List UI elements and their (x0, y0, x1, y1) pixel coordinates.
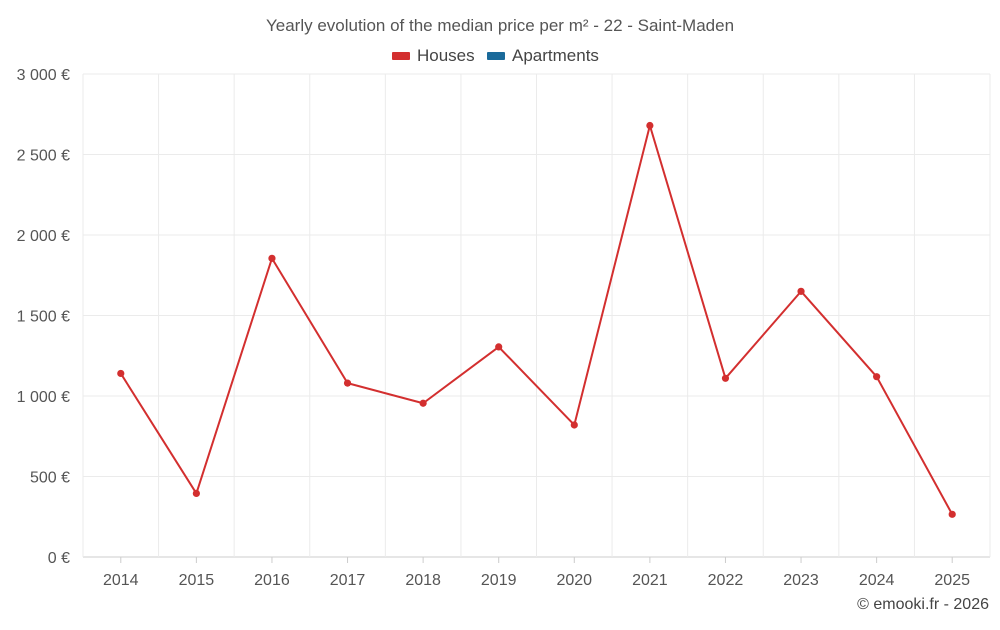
data-point-houses-2020[interactable] (570, 421, 578, 429)
y-tick-label: 1 500 € (17, 309, 70, 326)
data-point-houses-2017[interactable] (343, 379, 352, 387)
y-tick-label: 2 500 € (17, 148, 70, 165)
x-tick-label: 2020 (556, 572, 592, 589)
data-point-houses-2024[interactable] (873, 373, 881, 381)
data-point-houses-2018[interactable] (419, 399, 427, 407)
y-tick-label: 2 000 € (17, 228, 70, 245)
x-tick-label: 2015 (179, 572, 215, 589)
legend: Houses Apartments (392, 46, 599, 65)
x-tick-label: 2018 (405, 572, 441, 589)
x-tick-label: 2016 (254, 572, 290, 589)
x-tick-label: 2014 (103, 572, 139, 589)
data-point-houses-2022[interactable] (721, 374, 730, 382)
y-tick-label: 1 000 € (17, 389, 70, 406)
data-point-houses-2014[interactable] (117, 369, 125, 378)
data-point-houses-2016[interactable] (268, 254, 276, 262)
x-tick-label: 2017 (330, 572, 366, 589)
x-tick-label: 2023 (783, 572, 819, 589)
grid (82, 73, 991, 558)
chart-title: Yearly evolution of the median price per… (266, 16, 734, 35)
y-axis: 0 € 500 € 1 000 € 1 500 € 2 000 € 2 500 € 3 00… (17, 67, 70, 567)
credit-text: © emooki.fr - 2026 (857, 596, 989, 613)
series-line-houses (119, 124, 954, 515)
y-tick-label: 500 € (30, 470, 70, 487)
x-tick-label: 2021 (632, 572, 668, 589)
legend-item-houses[interactable]: Houses (392, 46, 475, 65)
x-tick-label: 2025 (934, 572, 970, 589)
x-tick-label: 2019 (481, 572, 517, 589)
y-tick-label: 0 € (48, 550, 70, 567)
data-point-houses-2021[interactable] (646, 121, 654, 130)
data-point-houses-2025[interactable] (948, 510, 956, 518)
series (117, 121, 956, 518)
y-tick-label: 3 000 € (17, 67, 70, 84)
data-point-houses-2019[interactable] (495, 343, 503, 351)
legend-item-apartments[interactable]: Apartments (487, 46, 599, 65)
x-axis: 2014 2015 2016 2017 2018 2019 2020 2021 2022 2023… (103, 557, 970, 589)
x-tick-label: 2022 (708, 572, 744, 589)
legend-swatch-houses (392, 52, 410, 60)
legend-label-apartments: Apartments (512, 46, 599, 65)
legend-label-houses: Houses (417, 46, 475, 65)
data-point-houses-2023[interactable] (797, 287, 805, 295)
x-tick-label: 2024 (859, 572, 895, 589)
legend-swatch-apartments (487, 52, 505, 60)
data-point-houses-2015[interactable] (192, 489, 200, 498)
